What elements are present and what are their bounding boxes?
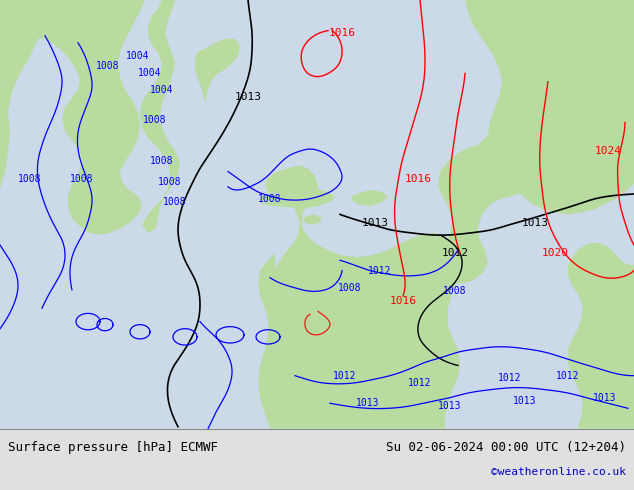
Polygon shape	[258, 165, 634, 429]
Text: 1012: 1012	[333, 370, 357, 381]
Polygon shape	[195, 39, 240, 102]
Text: 1024: 1024	[595, 146, 621, 156]
Text: 1008: 1008	[163, 197, 187, 207]
Text: 1012: 1012	[441, 248, 469, 258]
Polygon shape	[0, 39, 38, 189]
Text: 1012: 1012	[498, 373, 522, 383]
Text: 1020: 1020	[541, 248, 569, 258]
Text: 1012: 1012	[368, 266, 392, 275]
Text: 1013: 1013	[361, 218, 389, 227]
Text: 1008: 1008	[150, 156, 174, 166]
Text: 1012: 1012	[408, 378, 432, 388]
Polygon shape	[0, 0, 145, 235]
Text: 1008: 1008	[158, 177, 182, 187]
Text: 1013: 1013	[235, 92, 261, 102]
Text: 1008: 1008	[339, 283, 362, 293]
Text: 1013: 1013	[438, 401, 462, 411]
Text: 1008: 1008	[443, 286, 467, 296]
Text: Su 02-06-2024 00:00 UTC (12+204): Su 02-06-2024 00:00 UTC (12+204)	[386, 441, 626, 454]
Text: 1016: 1016	[389, 296, 417, 306]
Polygon shape	[303, 215, 322, 224]
Polygon shape	[352, 190, 388, 206]
Text: 1008: 1008	[258, 194, 281, 204]
Text: 1012: 1012	[556, 370, 579, 381]
Text: 1004: 1004	[138, 69, 162, 78]
Text: 1016: 1016	[404, 173, 432, 184]
Text: Surface pressure [hPa] ECMWF: Surface pressure [hPa] ECMWF	[8, 441, 218, 454]
Text: 1016: 1016	[328, 27, 356, 38]
Polygon shape	[258, 188, 335, 208]
Text: 1013: 1013	[522, 218, 548, 227]
Text: ©weatheronline.co.uk: ©weatheronline.co.uk	[491, 467, 626, 477]
Text: 1008: 1008	[70, 173, 94, 184]
Polygon shape	[140, 0, 180, 233]
Text: 1013: 1013	[514, 396, 537, 406]
Text: 1004: 1004	[150, 85, 174, 95]
Text: 1008: 1008	[18, 173, 42, 184]
Text: 1013: 1013	[356, 398, 380, 408]
Polygon shape	[420, 0, 634, 215]
Text: 1013: 1013	[593, 393, 617, 403]
Text: 1004: 1004	[126, 51, 150, 61]
Polygon shape	[438, 135, 520, 284]
Text: 1008: 1008	[143, 116, 167, 125]
Text: 1008: 1008	[96, 61, 120, 72]
